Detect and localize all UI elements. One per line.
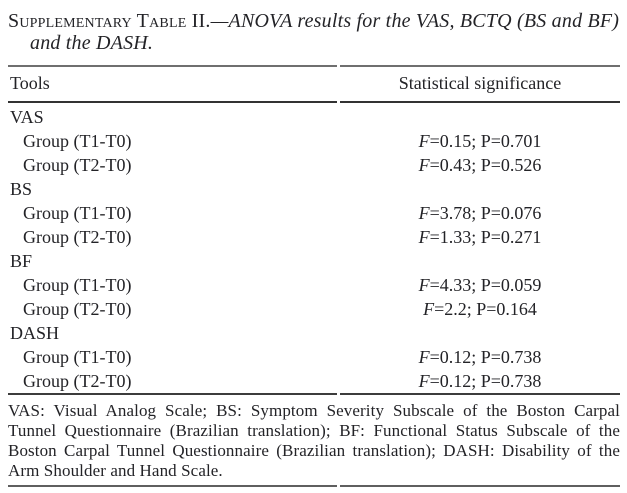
- f-statistic-value: =0.12;: [429, 347, 481, 367]
- p-value: P=0.701: [480, 131, 542, 151]
- page-bottom-rule: [8, 485, 620, 487]
- table-section-name: VAS: [10, 107, 44, 127]
- row-value: F=3.78; P=0.076: [340, 201, 620, 225]
- f-statistic-value: =0.12;: [429, 371, 481, 391]
- table-header-row: Tools Statistical significance: [8, 67, 620, 101]
- f-statistic-value: =0.43;: [429, 155, 481, 175]
- column-header-tools: Tools: [10, 73, 50, 93]
- f-statistic-value: =2.2;: [434, 299, 477, 319]
- rule-segment: [8, 485, 337, 487]
- table-header-rule: [8, 101, 620, 103]
- f-statistic-label: F: [418, 275, 430, 295]
- p-value: P=0.076: [480, 203, 542, 223]
- row-value: F=4.33; P=0.059: [340, 273, 620, 297]
- row-value: F=0.43; P=0.526: [340, 153, 620, 177]
- row-label: Group (T1-T0): [23, 203, 132, 223]
- f-statistic-label: F: [418, 371, 430, 391]
- table-caption-title: —ANOVA results for the VAS, BCTQ (BS and…: [30, 10, 620, 54]
- f-statistic-value: =4.33;: [429, 275, 481, 295]
- row-label: Group (T2-T0): [23, 227, 132, 247]
- rule-segment: [339, 393, 620, 395]
- table-row: Group (T1-T0) F=0.15; P=0.701: [8, 129, 620, 153]
- f-statistic-value: =1.33;: [429, 227, 481, 247]
- row-label: Group (T2-T0): [23, 371, 132, 391]
- p-value: P=0.738: [480, 371, 542, 391]
- table-bottom-rule: [8, 393, 620, 395]
- rule-segment: [8, 393, 337, 395]
- table-row: Group (T2-T0) F=0.43; P=0.526: [8, 153, 620, 177]
- rule-segment: [339, 485, 620, 487]
- p-value: P=0.738: [480, 347, 542, 367]
- table-row: Group (T2-T0) F=1.33; P=0.271: [8, 225, 620, 249]
- table-caption: Supplementary Table II.—ANOVA results fo…: [8, 10, 620, 54]
- p-value: P=0.271: [480, 227, 542, 247]
- table-top-rule: [8, 65, 620, 67]
- row-value: F=1.33; P=0.271: [340, 225, 620, 249]
- table-caption-number: Supplementary Table II.: [8, 10, 211, 32]
- table-section-name: BF: [10, 251, 33, 271]
- f-statistic-label: F: [418, 347, 430, 367]
- f-statistic-label: F: [418, 155, 430, 175]
- rule-segment: [339, 65, 620, 67]
- rule-segment: [8, 101, 337, 103]
- table-row: Group (T2-T0) F=0.12; P=0.738: [8, 369, 620, 393]
- p-value: P=0.164: [476, 299, 537, 319]
- f-statistic-label: F: [418, 203, 430, 223]
- table-section-name: BS: [10, 179, 33, 199]
- row-value: F=0.12; P=0.738: [340, 369, 620, 393]
- p-value: P=0.526: [480, 155, 542, 175]
- f-statistic-value: =3.78;: [429, 203, 481, 223]
- table-footnote: VAS: Visual Analog Scale; BS: Symptom Se…: [8, 401, 620, 480]
- row-value: F=0.12; P=0.738: [340, 345, 620, 369]
- row-value: F=2.2; P=0.164: [340, 297, 620, 321]
- table-body: VAS Group (T1-T0) F=0.15; P=0.701 Group …: [8, 103, 620, 393]
- table-section-name: DASH: [10, 323, 60, 343]
- column-header-statistical-significance: Statistical significance: [398, 73, 562, 93]
- f-statistic-value: =0.15;: [429, 131, 481, 151]
- row-value: F=0.15; P=0.701: [340, 129, 620, 153]
- row-label: Group (T1-T0): [23, 347, 132, 367]
- rule-segment: [339, 101, 620, 103]
- row-label: Group (T1-T0): [23, 131, 132, 151]
- f-statistic-label: F: [423, 299, 435, 319]
- row-label: Group (T2-T0): [23, 155, 132, 175]
- table-row: Group (T1-T0) F=4.33; P=0.059: [8, 273, 620, 297]
- p-value: P=0.059: [480, 275, 542, 295]
- row-label: Group (T2-T0): [23, 299, 132, 319]
- f-statistic-label: F: [418, 131, 430, 151]
- f-statistic-label: F: [418, 227, 430, 247]
- table-row: Group (T2-T0) F=2.2; P=0.164: [8, 297, 620, 321]
- table-row: Group (T1-T0) F=3.78; P=0.076: [8, 201, 620, 225]
- table-row: Group (T1-T0) F=0.12; P=0.738: [8, 345, 620, 369]
- row-label: Group (T1-T0): [23, 275, 132, 295]
- rule-segment: [8, 65, 337, 67]
